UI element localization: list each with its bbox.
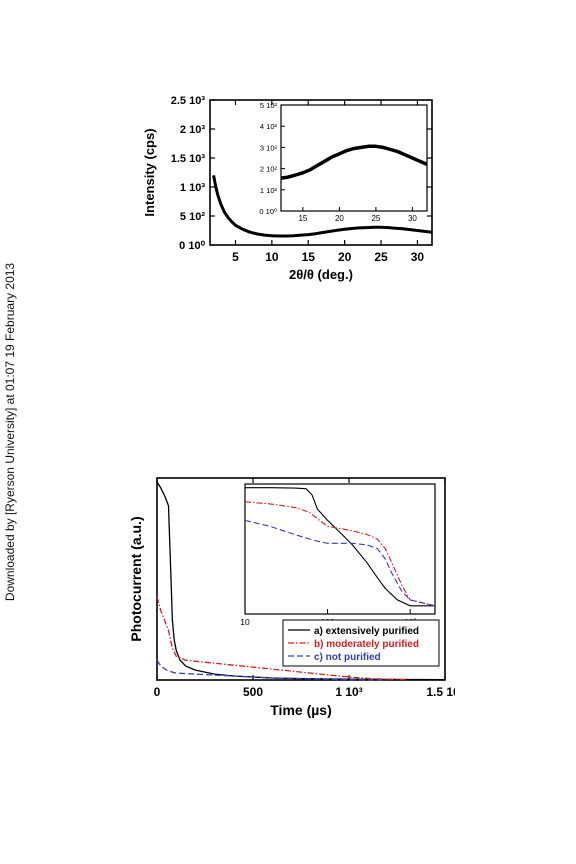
y-tick-label: 0 10⁰ [179,240,205,252]
y-tick-label: 5 10² [180,211,205,223]
inset-x-tick-label: 15 [298,214,307,223]
inset-series-line [245,487,435,607]
inset-frame [244,483,436,615]
x-tick-label: 25 [374,250,388,264]
inset-series-line [244,519,436,607]
x-tick-label: 1.5 10³ [426,685,455,699]
x-tick-label: 1 10³ [335,685,362,699]
inset-y-tick-label: 4 10² [260,122,278,131]
y-axis-label: Photocurrent (a.u.) [128,516,144,641]
y-tick-label: 2 10³ [180,124,205,136]
legend-label: c) not purified [314,652,381,663]
inset-x-tick-label: 20 [335,214,344,223]
photocurrent-transient-chart: 0 500 1 10³ 1.5 10³ Time (µs) Photocurrent (a… [128,477,455,718]
plot-frame [156,477,446,681]
y-tick-label: 1.5 10³ [171,153,206,165]
y-axis-label: Intensity (cps) [142,128,157,216]
inset-series-line [280,144,428,180]
inset-x-tick-label: 30 [408,214,417,223]
legend-label: b) moderately purified [314,639,419,650]
inset-x-tick-label: 10 [240,617,250,627]
inset-y-tick-label: 2 10² [260,165,278,174]
inset-y-tick-label: 1 10² [260,186,278,195]
x-axis-label: 2θ/θ (deg.) [289,267,353,282]
xrd-intensity-chart: 5 10 15 20 25 30 0 10⁰ 5 10² 1 10³ 1.5 10³ 2 10³ 2.… [142,95,433,282]
x-tick-label: 30 [411,250,425,264]
x-tick-label: 0 [154,685,161,699]
x-axis-label: Time (µs) [270,702,332,718]
x-tick-label: 15 [302,250,316,264]
x-tick-label: 20 [338,250,352,264]
legend-label: a) extensively purified [314,626,419,637]
y-tick-label: 2.5 10³ [171,95,206,107]
plot-frame [209,99,433,246]
download-watermark: Downloaded by [Ryerson University] at 01… [3,263,17,602]
photocurrent-series-line [156,596,407,681]
inset-frame [280,104,428,212]
y-tick-label: 1 10³ [180,182,205,194]
xrd-series-line [212,175,433,238]
x-tick-label: 5 [232,250,239,264]
photocurrent-series-line [156,659,388,681]
inset-x-tick-label: 25 [371,214,380,223]
inset-y-tick-label: 0 10⁰ [259,207,277,216]
watermark-text: Downloaded by [Ryerson University] at 01… [3,263,17,602]
x-tick-label: 500 [243,685,263,699]
inset-series-line [244,501,436,607]
x-tick-label: 10 [265,250,279,264]
inset-y-tick-label: 5 10² [260,101,278,110]
inset-y-tick-label: 3 10² [260,143,278,152]
